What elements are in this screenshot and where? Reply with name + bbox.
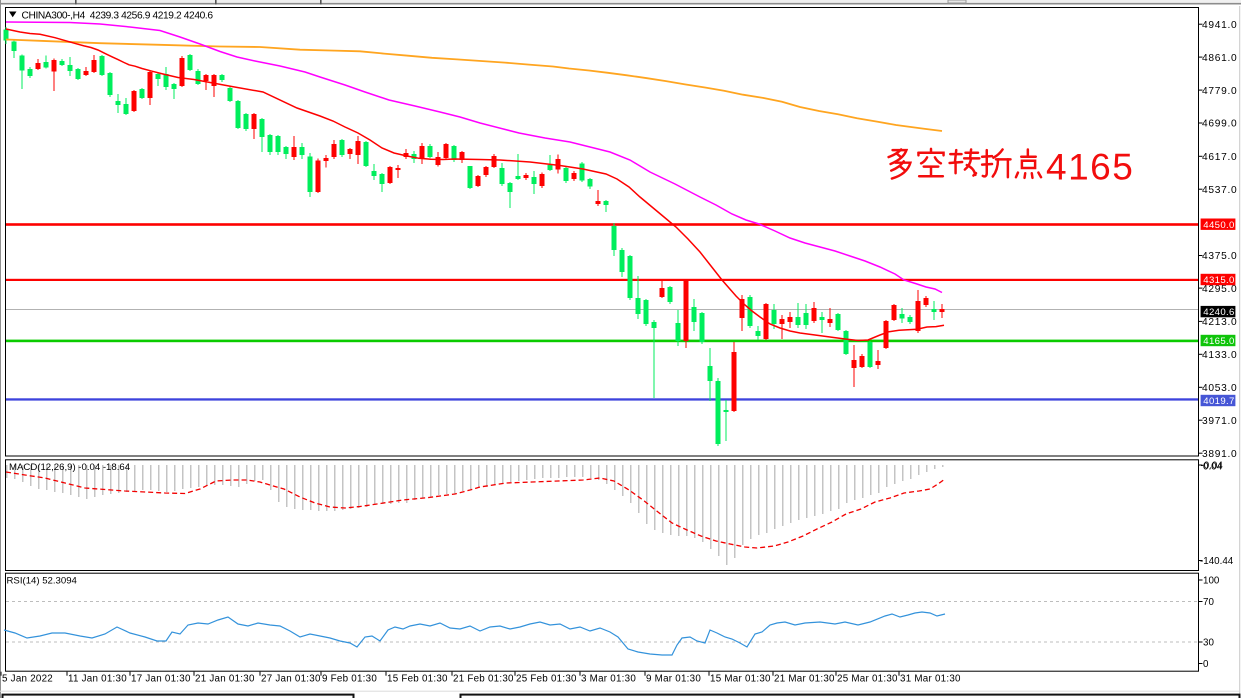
svg-text:4165.0: 4165.0 [1203,336,1234,347]
svg-text:9 Mar 01:30: 9 Mar 01:30 [646,674,701,685]
svg-text:3971.0: 3971.0 [1202,416,1237,427]
svg-text:5 Jan 2022: 5 Jan 2022 [2,674,53,685]
svg-text:100: 100 [1203,576,1220,587]
svg-text:4133.0: 4133.0 [1202,350,1237,361]
svg-text:30: 30 [1203,638,1214,649]
svg-text:4375.0: 4375.0 [1202,251,1237,262]
svg-text:RSI(14) 52.3094: RSI(14) 52.3094 [7,576,78,587]
svg-text:4941.0: 4941.0 [1202,20,1237,31]
svg-text:4779.0: 4779.0 [1202,86,1237,97]
svg-text:27 Jan 01:30: 27 Jan 01:30 [261,674,321,685]
svg-text:25 Feb 01:30: 25 Feb 01:30 [516,674,577,685]
svg-text:4450.0: 4450.0 [1203,220,1234,231]
svg-text:9 Feb 01:30: 9 Feb 01:30 [322,674,377,685]
svg-text:-140.44: -140.44 [1200,556,1234,567]
svg-text:4699.0: 4699.0 [1202,119,1237,130]
svg-text:4213.0: 4213.0 [1202,317,1237,328]
svg-text:3 Mar 01:30: 3 Mar 01:30 [581,674,636,685]
svg-text:21 Mar 01:30: 21 Mar 01:30 [774,674,835,685]
svg-text:31 Mar 01:30: 31 Mar 01:30 [900,674,961,685]
svg-text:4295.0: 4295.0 [1202,284,1237,295]
svg-text:CHINA300-,H4 4239.3 4256.9 42: CHINA300-,H4 4239.3 4256.9 4219.2 4240.6 [22,11,214,22]
svg-text:25 Mar 01:30: 25 Mar 01:30 [837,674,898,685]
svg-text:4053.0: 4053.0 [1202,383,1237,394]
svg-text:4165: 4165 [1046,147,1134,188]
svg-text:0: 0 [1203,659,1209,670]
svg-text:MACD(12,26,9) -0.04 -18.64: MACD(12,26,9) -0.04 -18.64 [9,462,131,473]
svg-text:4315.0: 4315.0 [1203,275,1234,286]
svg-text:3891.0: 3891.0 [1202,449,1237,460]
svg-text:21 Feb 01:30: 21 Feb 01:30 [453,674,514,685]
svg-text:4537.0: 4537.0 [1202,185,1237,196]
svg-text:11 Jan 01:30: 11 Jan 01:30 [68,674,127,685]
svg-text:4617.0: 4617.0 [1202,152,1237,163]
svg-text:4240.6: 4240.6 [1203,307,1234,318]
svg-text:0.04: 0.04 [1203,461,1223,472]
svg-text:15 Mar 01:30: 15 Mar 01:30 [710,674,771,685]
svg-text:-0.04: -0.04 [1201,461,1224,472]
svg-text:4019.7: 4019.7 [1203,396,1234,407]
svg-text:15 Feb 01:30: 15 Feb 01:30 [387,674,448,685]
svg-text:21 Jan 01:30: 21 Jan 01:30 [195,674,255,685]
svg-text:4861.0: 4861.0 [1202,53,1237,64]
svg-text:70: 70 [1203,597,1214,608]
svg-text:17 Jan 01:30: 17 Jan 01:30 [131,674,191,685]
